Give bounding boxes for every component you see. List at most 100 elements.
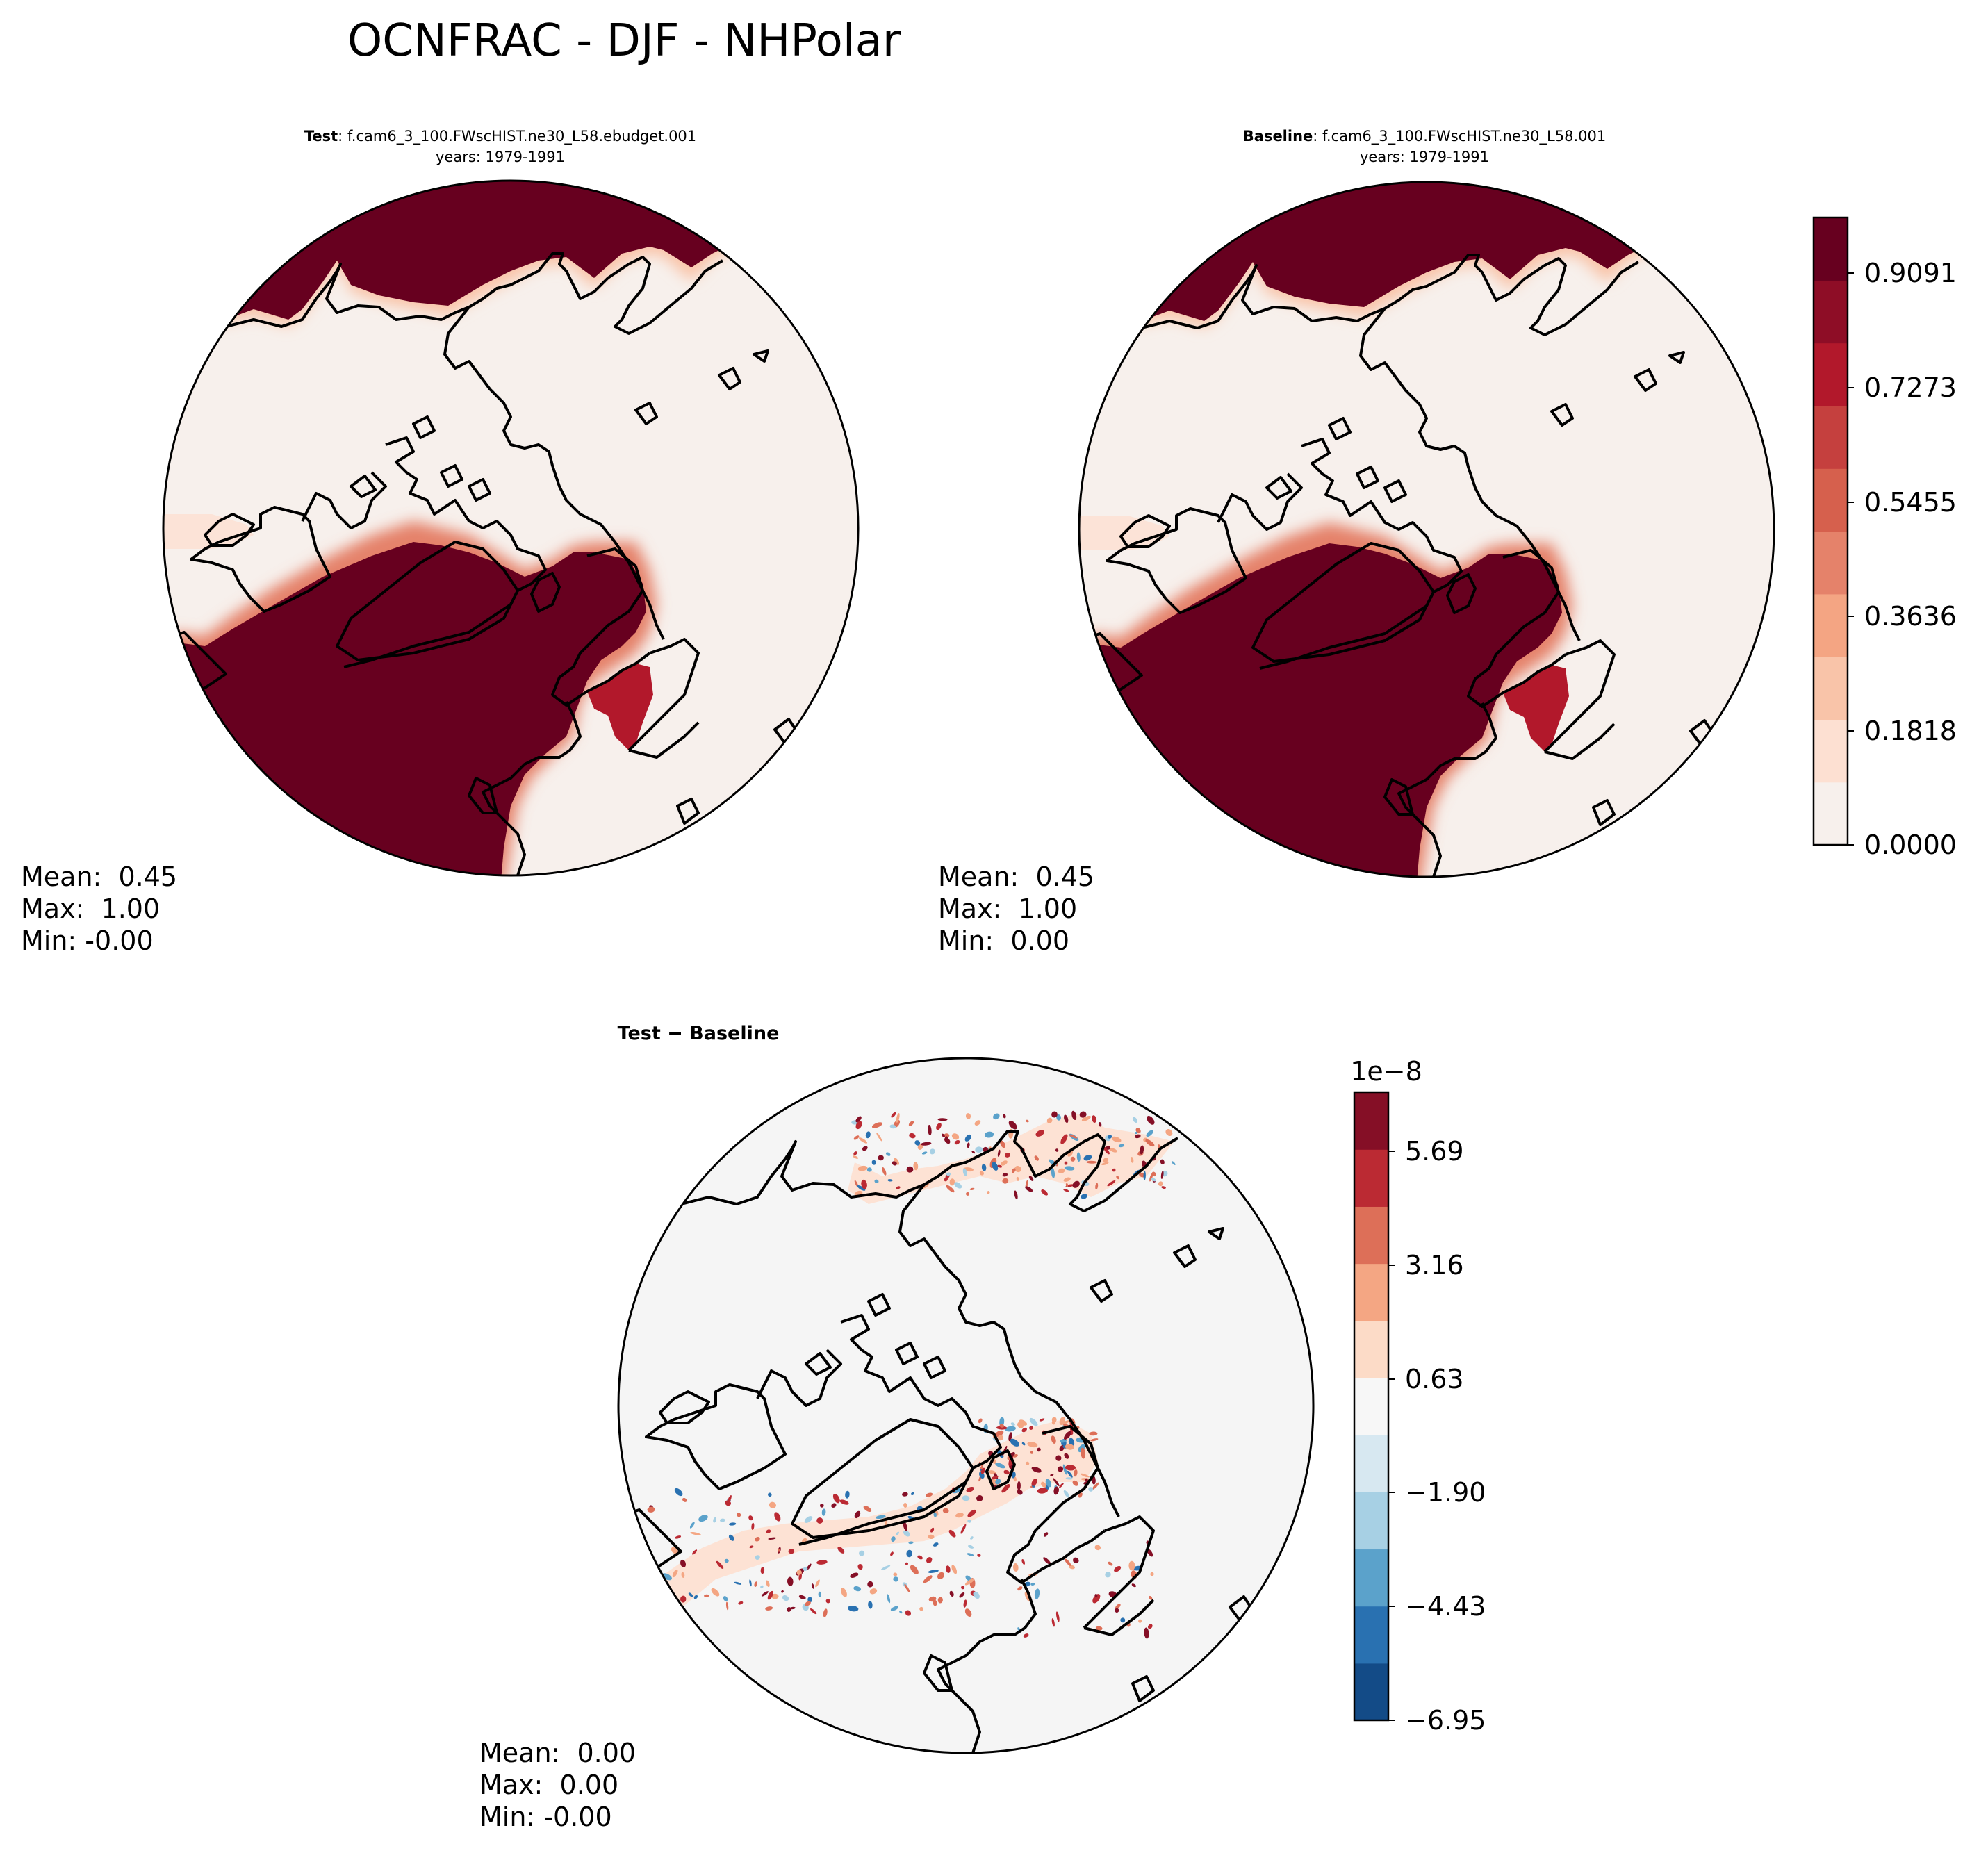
diff-speck (936, 1123, 942, 1130)
diff-speck (1135, 1131, 1138, 1135)
diff-speck (960, 1524, 967, 1534)
diff-speck (855, 1116, 862, 1123)
diff-speck (688, 1592, 693, 1597)
diff-speck (1005, 1426, 1016, 1432)
diff-speck (1069, 1134, 1078, 1139)
diff-speck (977, 1554, 981, 1557)
diff-speck (1079, 1111, 1087, 1118)
diff-speck (769, 1501, 776, 1508)
diff-speck (1065, 1183, 1069, 1187)
main-colorbar-segment (1814, 280, 1848, 344)
diff-speck (1073, 1557, 1079, 1564)
diff-speck (955, 1513, 964, 1518)
diff-speck (768, 1537, 776, 1540)
diff-speck (728, 1534, 734, 1541)
diff-speck (904, 1583, 910, 1592)
main-colorbar-tick-label: 0.0000 (1864, 830, 1957, 860)
diff-speck (967, 1142, 970, 1148)
diff-speck (995, 1479, 1001, 1485)
diff-speck (1014, 1166, 1021, 1173)
diff-speck (862, 1146, 868, 1151)
diff-speck (1081, 1194, 1087, 1199)
diff-speck (896, 1112, 900, 1123)
diff-speck (1147, 1624, 1153, 1629)
diff-colorbar-segment (1354, 1606, 1388, 1664)
diff-colorbar-tick-label: −4.43 (1405, 1591, 1486, 1622)
diff-speck (1092, 1482, 1099, 1490)
diff-speck (854, 1180, 859, 1187)
diff-panel-title: Test − Baseline (618, 1023, 780, 1044)
diff-speck (1008, 1432, 1012, 1442)
diff-speck (723, 1596, 728, 1601)
diff-speck (1120, 1617, 1126, 1623)
diff-speck (974, 1120, 981, 1126)
diff-speck (1030, 1451, 1033, 1454)
diff-speck (857, 1563, 863, 1570)
diff-speck (1109, 1148, 1117, 1153)
diff-speck (1080, 1473, 1090, 1478)
diff-speck (903, 1521, 907, 1531)
diff-speck (951, 1565, 958, 1574)
diff-speck (1105, 1571, 1111, 1578)
diff-speck (968, 1545, 974, 1549)
diff-speck (1070, 1156, 1076, 1162)
diff-speck (861, 1179, 867, 1189)
diff-speck (1073, 1469, 1078, 1477)
diff-speck (728, 1522, 737, 1526)
diff-speck (906, 1166, 914, 1173)
diff-speck (837, 1547, 845, 1554)
diff-speck (704, 1594, 709, 1597)
diff-speck (1010, 1438, 1019, 1447)
diff-speck (734, 1581, 742, 1585)
diff-speck (1019, 1419, 1028, 1426)
diff-speck (1034, 1155, 1039, 1161)
diff-speck (1108, 1135, 1112, 1139)
diff-speck (1051, 1618, 1055, 1627)
diff-speck (1035, 1130, 1044, 1137)
diff-speck (761, 1591, 769, 1597)
diff-speck (1041, 1481, 1046, 1488)
diff-speck (1025, 1186, 1033, 1192)
diff-speck (948, 1529, 956, 1538)
diff-speck (964, 1608, 972, 1617)
diff-speck (1012, 1454, 1018, 1458)
diff-speck (965, 1113, 971, 1119)
main-colorbar-segment (1814, 343, 1848, 406)
diff-speck (933, 1512, 937, 1517)
diff-speck (987, 1191, 990, 1194)
diff-speck (1062, 1464, 1067, 1475)
diff-speck (962, 1495, 970, 1501)
diff-speck (1005, 1152, 1010, 1158)
diff-speck (1076, 1152, 1081, 1162)
diff-speck (892, 1161, 897, 1166)
diff-speck (845, 1490, 850, 1499)
diff-speck (1058, 1168, 1065, 1173)
diff-speck (1068, 1565, 1076, 1570)
baseline-panel-years: years: 1979-1991 (1360, 149, 1489, 165)
diff-speck (1003, 1469, 1010, 1475)
diff-speck (693, 1595, 698, 1599)
diff-speck (1001, 1484, 1010, 1493)
diff-speck (737, 1513, 741, 1517)
diff-colorbar-segments (1354, 1092, 1388, 1721)
diff-speck (815, 1579, 820, 1588)
diff-speck (937, 1597, 943, 1604)
diff-speck (804, 1516, 813, 1523)
diff-speck (1101, 1162, 1109, 1166)
diff-speck (682, 1497, 687, 1502)
diff-speck (1055, 1148, 1059, 1152)
diff-speck (725, 1601, 729, 1611)
diff-speck (807, 1597, 812, 1603)
diff-speck (908, 1121, 914, 1126)
diff-speck (917, 1555, 923, 1560)
diff-speck (1149, 1595, 1153, 1600)
diff-speck (681, 1572, 685, 1578)
diff-speck (857, 1185, 866, 1191)
diff-speck (1171, 1161, 1176, 1165)
diff-speck (1134, 1134, 1141, 1139)
diff-speck (653, 1581, 659, 1590)
baseline-mean: Mean: 0.45 (938, 862, 1094, 892)
diff-speck (1065, 1444, 1074, 1450)
diff-speck (652, 1606, 656, 1612)
diff-speck (1090, 1438, 1099, 1442)
